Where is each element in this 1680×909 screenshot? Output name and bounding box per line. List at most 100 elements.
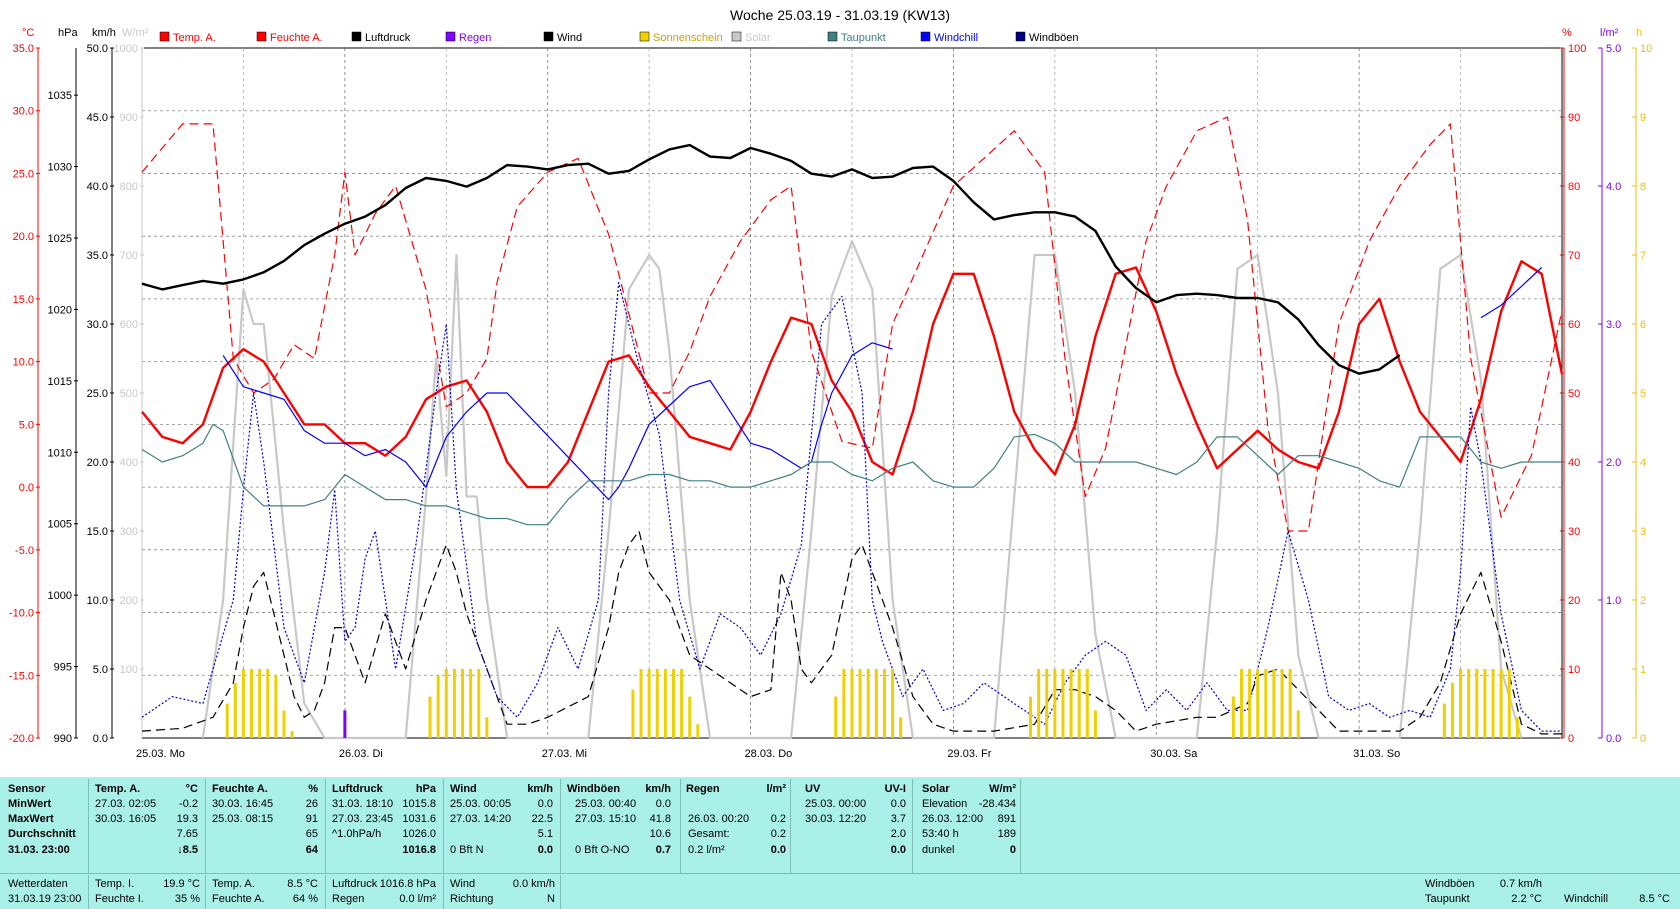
bar-sonnenschein xyxy=(1499,669,1503,738)
header-pressure: Luftdruck xyxy=(332,783,383,795)
tick-label-solar: 100 xyxy=(120,664,138,676)
header-rain: Regen xyxy=(686,783,720,795)
humidity-time: 30.03. 16:45 xyxy=(212,798,274,810)
table-divider xyxy=(325,875,326,909)
pressure-value: 1016.8 xyxy=(402,844,436,856)
tick-label-humidity: 100 xyxy=(1568,43,1586,55)
uv-value: 3.7 xyxy=(890,813,906,825)
tick-label-sun: 5 xyxy=(1640,388,1646,400)
tick-label-pressure: 1030 xyxy=(48,162,72,174)
tick-label-pressure: 1020 xyxy=(48,304,72,316)
axis-unit-rain: l/m² xyxy=(1600,27,1619,39)
tick-label-temp: 15.0 xyxy=(13,294,34,306)
footer-windchill-value: 8.5 °C xyxy=(1639,893,1670,905)
tick-label-humidity: 30 xyxy=(1568,526,1580,538)
table-divider xyxy=(680,779,681,873)
header-uv: UV xyxy=(805,783,821,795)
legend-label: Luftdruck xyxy=(365,32,411,44)
axis-unit-sun: h xyxy=(1636,27,1642,39)
bar-sonnenschein xyxy=(663,669,667,738)
bar-sonnenschein xyxy=(671,669,675,738)
rain-time: 0.2 l/m² xyxy=(688,844,725,856)
solar-time: 53:40 h xyxy=(922,828,959,840)
header-rain-unit: l/m² xyxy=(766,783,786,795)
tick-label-rain: 1.0 xyxy=(1606,595,1621,607)
tick-label-solar: 900 xyxy=(120,112,138,124)
tick-label-wind: 45.0 xyxy=(87,112,108,124)
bar-sonnenschein xyxy=(891,669,895,738)
tick-label-humidity: 70 xyxy=(1568,250,1580,262)
footer-taupunkt-value: 2.2 °C xyxy=(1511,893,1542,905)
solar-value: 0 xyxy=(1009,844,1016,856)
bar-sonnenschein xyxy=(1029,696,1033,738)
uv-value: 2.0 xyxy=(890,828,906,840)
tick-label-temp: -10.0 xyxy=(9,608,34,620)
table-divider xyxy=(0,873,1680,874)
footer-temp-a-value: 8.5 °C xyxy=(287,878,318,890)
tick-label-solar: 600 xyxy=(120,319,138,331)
gust-time: 0 Bft O-NO xyxy=(575,844,630,856)
legend-swatch xyxy=(1015,31,1026,42)
bar-sonnenschein xyxy=(639,669,643,738)
axis-unit-solar: W/m² xyxy=(122,27,149,39)
tick-label-pressure: 1005 xyxy=(48,519,72,531)
table-divider xyxy=(560,779,561,873)
bar-sonnenschein xyxy=(290,731,294,738)
footer-richtung-label: Richtung xyxy=(450,893,494,905)
line-luftdruck xyxy=(141,143,1401,375)
axis-unit-wind: km/h xyxy=(92,27,116,39)
table-divider xyxy=(325,779,326,873)
bar-sonnenschein xyxy=(428,696,432,738)
table-divider xyxy=(205,779,206,873)
x-tick-label: 30.03. Sa xyxy=(1150,748,1198,760)
rain-time: Gesamt: xyxy=(688,828,730,840)
bar-sonnenschein xyxy=(1077,669,1081,738)
footer-temp-i-value: 19.9 °C xyxy=(163,878,200,890)
bar-sonnenschein xyxy=(858,669,862,738)
header-solar: Solar xyxy=(922,783,950,795)
tick-label-solar: 1000 xyxy=(114,43,138,55)
tick-label-rain: 2.0 xyxy=(1606,457,1621,469)
bar-sonnenschein xyxy=(1248,669,1252,738)
tick-label-sun: 9 xyxy=(1640,112,1646,124)
tick-label-solar: 200 xyxy=(120,595,138,607)
tick-label-temp: 0.0 xyxy=(19,482,34,494)
header-temp-unit: °C xyxy=(185,783,198,795)
solar-time: Elevation xyxy=(922,798,968,810)
solar-time: 26.03. 12:00 xyxy=(922,813,984,825)
legend-label: Taupunkt xyxy=(841,32,886,44)
bar-sonnenschein xyxy=(1467,669,1471,738)
bar-sonnenschein xyxy=(1515,717,1519,738)
table-divider xyxy=(205,875,206,909)
humidity-value: 65 xyxy=(305,828,318,840)
tick-label-humidity: 40 xyxy=(1568,457,1580,469)
table-divider xyxy=(790,779,791,873)
tick-label-temp: 30.0 xyxy=(13,106,34,118)
bar-sonnenschein xyxy=(1450,682,1454,738)
gust-value: 10.6 xyxy=(649,828,671,840)
stats-table: Sensor Temp. A. °C Feuchte A.% Luftdruck hPa W… xyxy=(0,777,1680,909)
legend-swatch xyxy=(827,31,838,42)
series xyxy=(141,116,1564,740)
bar-sonnenschein xyxy=(834,696,838,738)
legend-label: Windchill xyxy=(934,32,978,44)
table-divider xyxy=(88,875,89,909)
temp-value: ↓8.5 xyxy=(177,844,198,856)
bar-sonnenschein xyxy=(485,717,489,738)
bar-sonnenschein xyxy=(436,675,440,738)
temp-time: 27.03. 02:05 xyxy=(95,798,157,810)
gust-value: 0.7 xyxy=(655,844,671,856)
bar-sonnenschein xyxy=(1264,669,1268,738)
bar-sonnenschein xyxy=(452,669,456,738)
tick-label-wind: 30.0 xyxy=(87,319,108,331)
gust-value: 0.0 xyxy=(655,798,671,810)
bar-sonnenschein xyxy=(1239,669,1243,738)
table-divider xyxy=(88,779,89,873)
legend-swatch xyxy=(543,31,554,42)
tick-label-sun: 2 xyxy=(1640,595,1646,607)
solar-value: -28.434 xyxy=(978,798,1016,810)
tick-label-pressure: 1015 xyxy=(48,376,72,388)
tick-label-temp: 20.0 xyxy=(13,231,34,243)
bar-sonnenschein xyxy=(274,675,278,738)
tick-label-sun: 6 xyxy=(1640,319,1646,331)
